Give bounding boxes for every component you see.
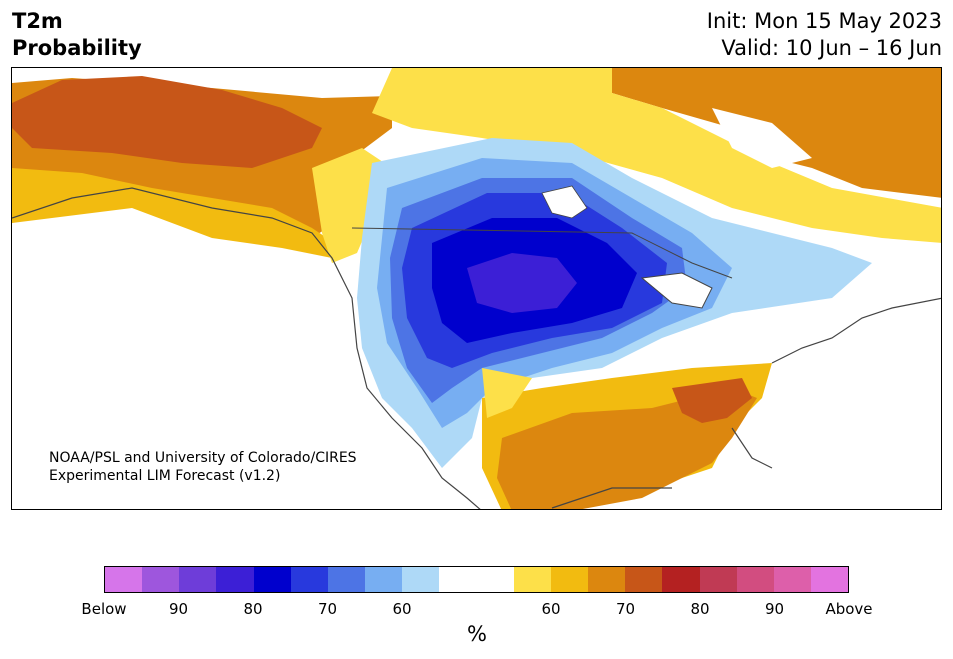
colorbar-cell <box>105 567 143 592</box>
colorbar-tick-label: 70 <box>615 600 636 618</box>
probability-map <box>12 68 941 509</box>
credit-line-1: NOAA/PSL and University of Colorado/CIRE… <box>49 450 357 466</box>
colorbar-tick-label: 80 <box>243 600 263 618</box>
colorbar-cell <box>290 567 328 592</box>
colorbar-cell <box>365 567 403 592</box>
colorbar-tick-label: 90 <box>764 600 785 618</box>
colorbar-cell <box>142 567 180 592</box>
colorbar-cell <box>253 567 291 592</box>
southeast-deep-orange <box>672 378 752 423</box>
colorbar-cell <box>662 567 700 592</box>
canadian-arctic-yellow <box>372 68 941 243</box>
valid-date: Valid: 10 Jun – 16 Jun <box>721 36 942 60</box>
border-canada-us <box>351 227 733 279</box>
chart-title: T2m Probability <box>12 8 142 62</box>
title-line-2: Probability <box>12 36 142 60</box>
colorbar-tick-label: 90 <box>168 600 189 618</box>
alaska-core <box>12 76 322 168</box>
colorbar-cell <box>625 567 663 592</box>
colorbar-unit: % <box>467 622 487 646</box>
alaska-south-yellow <box>12 168 342 258</box>
colorbar-cell <box>402 567 440 592</box>
southwest-yellow <box>482 368 532 418</box>
colorbar-tick-label: 70 <box>317 600 338 618</box>
south-warm-orange <box>497 388 757 509</box>
colorbar-cell <box>736 567 774 592</box>
colorbar-tick-label: 80 <box>690 600 710 618</box>
colorbar-tick-label: 60 <box>541 600 561 618</box>
map-panel <box>11 67 942 510</box>
credit-text: NOAA/PSL and University of Colorado/CIRE… <box>49 449 357 485</box>
colorbar-cell <box>699 567 737 592</box>
colorbar-cell <box>773 567 811 592</box>
colorbar-cell <box>439 567 477 592</box>
colorbar-cell <box>179 567 217 592</box>
init-date: Init: Mon 15 May 2023 <box>706 9 942 33</box>
colorbar-cell <box>327 567 366 592</box>
colorbar-cell <box>513 567 551 592</box>
great-lakes <box>640 272 713 309</box>
hudson-bay <box>541 185 588 219</box>
colorbar-cell <box>550 567 589 592</box>
colorbar-cell <box>588 567 626 592</box>
colorbar-cell <box>476 567 514 592</box>
colorbar-tick-label: Below <box>81 600 127 618</box>
colorbar-cell <box>810 567 849 592</box>
colorbar-tick-label: 60 <box>392 600 412 618</box>
colorbar-cell <box>216 567 254 592</box>
credit-line-2: Experimental LIM Forecast (v1.2) <box>49 468 281 484</box>
colorbar-tick-label: Above <box>825 600 873 618</box>
cold-90-core <box>467 253 577 313</box>
colorbar <box>104 566 849 593</box>
forecast-dates: Init: Mon 15 May 2023 Valid: 10 Jun – 16… <box>707 8 942 62</box>
coastline <box>12 187 941 509</box>
title-line-1: T2m <box>12 9 63 33</box>
arctic-white-patch <box>712 108 812 168</box>
